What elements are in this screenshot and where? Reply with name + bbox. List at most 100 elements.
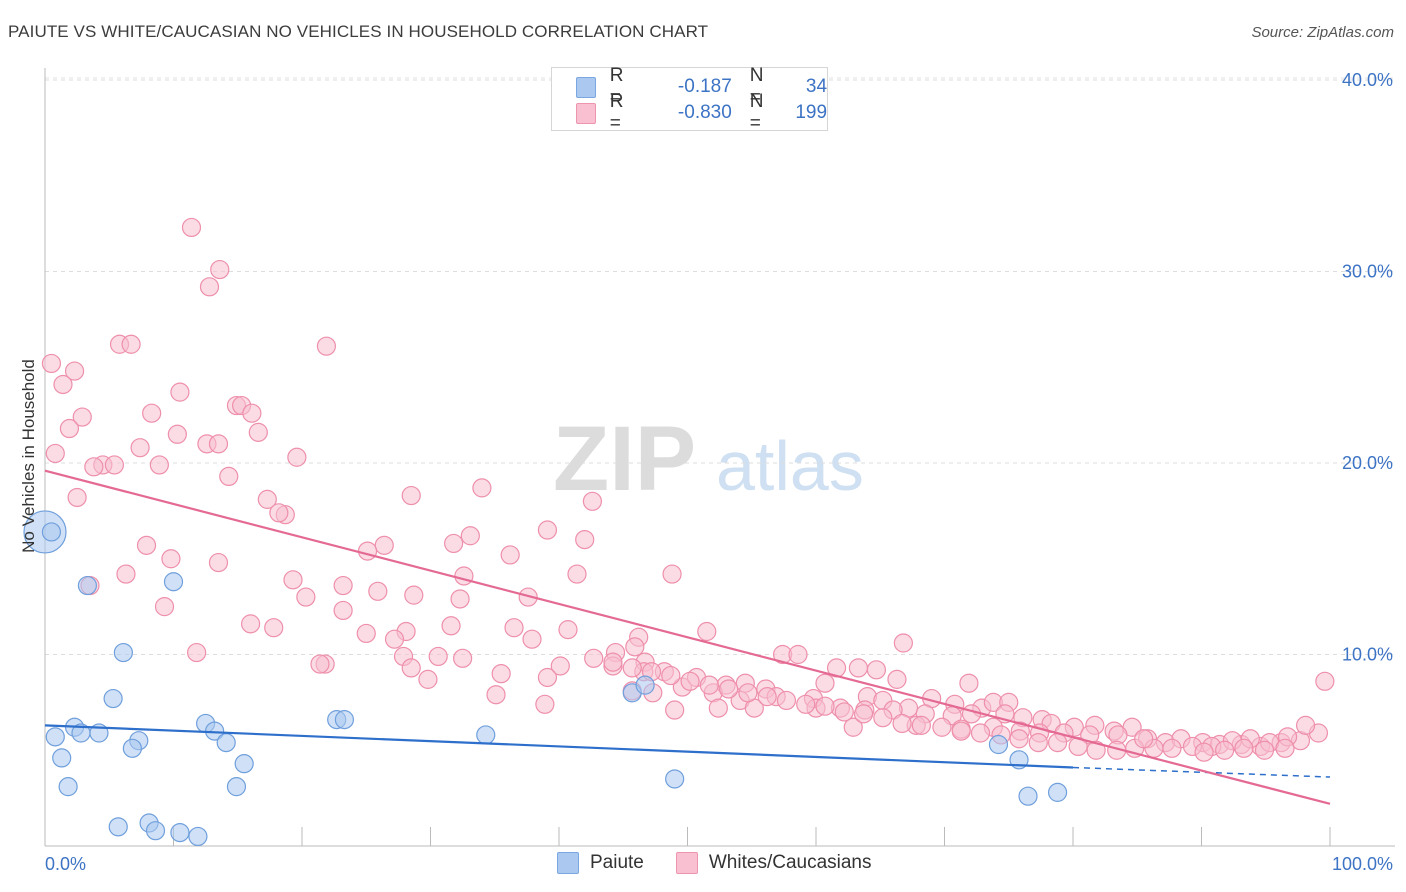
paiute-point [635, 675, 655, 695]
whites-point [1134, 729, 1154, 749]
whites-point [959, 673, 979, 693]
whites-point [264, 618, 284, 638]
whites-point [582, 491, 603, 511]
whites-point [697, 621, 717, 642]
whites-point [219, 466, 239, 487]
paiute-point [122, 738, 142, 758]
whites-point [357, 541, 378, 561]
whites-point [167, 424, 187, 444]
whites-point [1315, 671, 1335, 691]
whites-point [1275, 738, 1295, 758]
whites-point [187, 642, 207, 663]
whites-point [1295, 715, 1316, 735]
whites-point [491, 664, 511, 684]
whites-point [368, 581, 388, 601]
legend-item-whites: Whites/Caucasians [675, 852, 872, 874]
whites-point [584, 648, 604, 668]
whites-point [537, 520, 558, 540]
whites-point [776, 690, 797, 711]
axes [44, 68, 1395, 847]
legend-swatch-whites [675, 852, 698, 874]
whites-point [444, 533, 464, 554]
whites-point [472, 478, 492, 498]
source-label: Source: ZipAtlas.com [1251, 24, 1394, 41]
whites-point [333, 575, 353, 596]
whites-point [558, 620, 578, 640]
whites-point [1234, 738, 1254, 758]
whites-point [1028, 732, 1048, 753]
legend-n-value-paiute: 34 [805, 76, 828, 97]
whites-point [356, 623, 376, 644]
legend-item-paiute: Paiute [557, 852, 644, 874]
legend-swatch-whites [576, 102, 596, 124]
paiute-point [77, 575, 98, 596]
whites-point [310, 654, 330, 674]
whites-point [550, 656, 570, 676]
whites-point [866, 660, 886, 680]
paiute-point [216, 732, 236, 753]
whites-point [72, 407, 92, 427]
legend-r-value-whites: -0.830 [677, 102, 732, 123]
whites-point [661, 665, 681, 686]
y-tick-label: 10.0% [1342, 645, 1393, 665]
y-tick-label: 40.0% [1342, 70, 1393, 90]
whites-point [486, 685, 506, 705]
x-tick-label: 100.0% [1332, 854, 1393, 874]
whites-point [622, 658, 642, 678]
whites-point [242, 403, 262, 423]
paiute-point [1047, 782, 1068, 802]
whites-point [699, 675, 719, 695]
whites-point [84, 457, 104, 477]
paiute-point [665, 769, 685, 789]
legend-swatch-paiute [557, 852, 579, 874]
whites-point [374, 535, 394, 555]
whites-point [662, 564, 682, 584]
whites-point [283, 570, 303, 590]
whites-point [873, 708, 893, 728]
whites-point [504, 618, 524, 638]
whites-point [719, 679, 739, 699]
whites-point [248, 422, 268, 442]
whites-point [116, 564, 136, 584]
data-points [23, 217, 1335, 847]
whites-point [500, 545, 520, 565]
paiute-point [108, 817, 128, 837]
whites-point [333, 600, 353, 621]
whites-point [738, 683, 758, 703]
whites-point [418, 669, 438, 689]
whites-point [834, 702, 854, 722]
whites-point [104, 455, 124, 475]
whites-point [121, 334, 141, 354]
correlation-legend: R = -0.187 N = 34 R = -0.830 N = 199 [551, 65, 828, 134]
legend-row-paiute: R = -0.187 N = 34 [576, 65, 828, 108]
paiute-point [163, 572, 184, 592]
whites-point [788, 644, 808, 665]
paiute-trend-line [44, 724, 1074, 769]
whites-point [384, 629, 405, 649]
whites-point [210, 259, 230, 280]
whites-point [441, 616, 461, 636]
whites-point [853, 704, 874, 724]
legend-swatch-paiute [576, 76, 596, 98]
y-tick-label: 20.0% [1342, 453, 1393, 473]
whites-point [575, 529, 595, 550]
paiute-point [188, 826, 208, 847]
whites-point [170, 382, 190, 402]
whites-point [843, 717, 863, 737]
whites-point [1009, 729, 1029, 749]
whites-point [680, 671, 700, 691]
paiute-point [52, 748, 72, 768]
tick-labels: 10.0% 20.0% 30.0% 40.0% 0.0% 100.0% [45, 70, 1393, 874]
whites-point [142, 403, 162, 423]
whites-point [460, 526, 480, 546]
chart-title: PAIUTE VS WHITE/CAUCASIAN NO VEHICLES IN… [8, 22, 709, 41]
legend-label-paiute: Paiute [590, 852, 644, 873]
whites-point [796, 694, 816, 714]
paiute-point [145, 821, 166, 841]
legend-n-label: N = [749, 91, 764, 134]
whites-trend-line [44, 469, 1331, 805]
whites-point [453, 648, 473, 668]
y-axis-label: No Vehicles in Household [19, 359, 38, 553]
paiute-trend-extension [1072, 766, 1331, 778]
